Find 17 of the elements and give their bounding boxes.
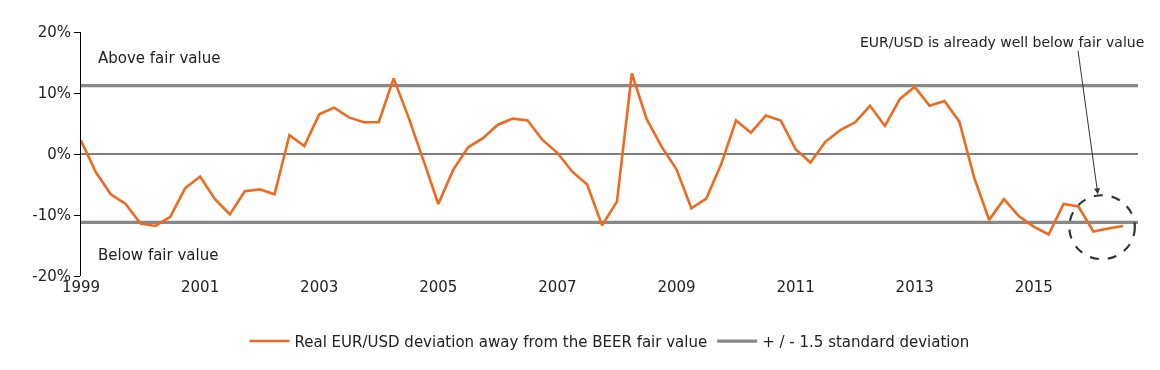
y-tick-label: -10% <box>32 206 71 225</box>
x-tick-label: 2005 <box>419 278 458 296</box>
x-tick-label: 2001 <box>181 278 220 296</box>
x-tick-label: 2013 <box>895 278 934 296</box>
x-tick-label: 2009 <box>657 278 696 296</box>
annotation: EUR/USD is already well below fair value <box>860 34 1145 50</box>
annotation: Above fair value <box>98 49 221 67</box>
legend-label: Real EUR/USD deviation away from the BEER fair value <box>294 332 708 351</box>
legend-label: + / - 1.5 standard deviation <box>762 332 970 351</box>
y-tick-label: 20% <box>37 23 71 42</box>
y-tick-label: 0% <box>47 145 71 164</box>
annotation: Below fair value <box>98 246 219 264</box>
x-tick-label: 2015 <box>1014 278 1053 296</box>
x-tick-label: 2007 <box>538 278 577 296</box>
x-tick-label: 2011 <box>776 278 815 296</box>
y-tick-label: 10% <box>37 84 71 103</box>
x-tick-label: 2003 <box>300 278 339 296</box>
